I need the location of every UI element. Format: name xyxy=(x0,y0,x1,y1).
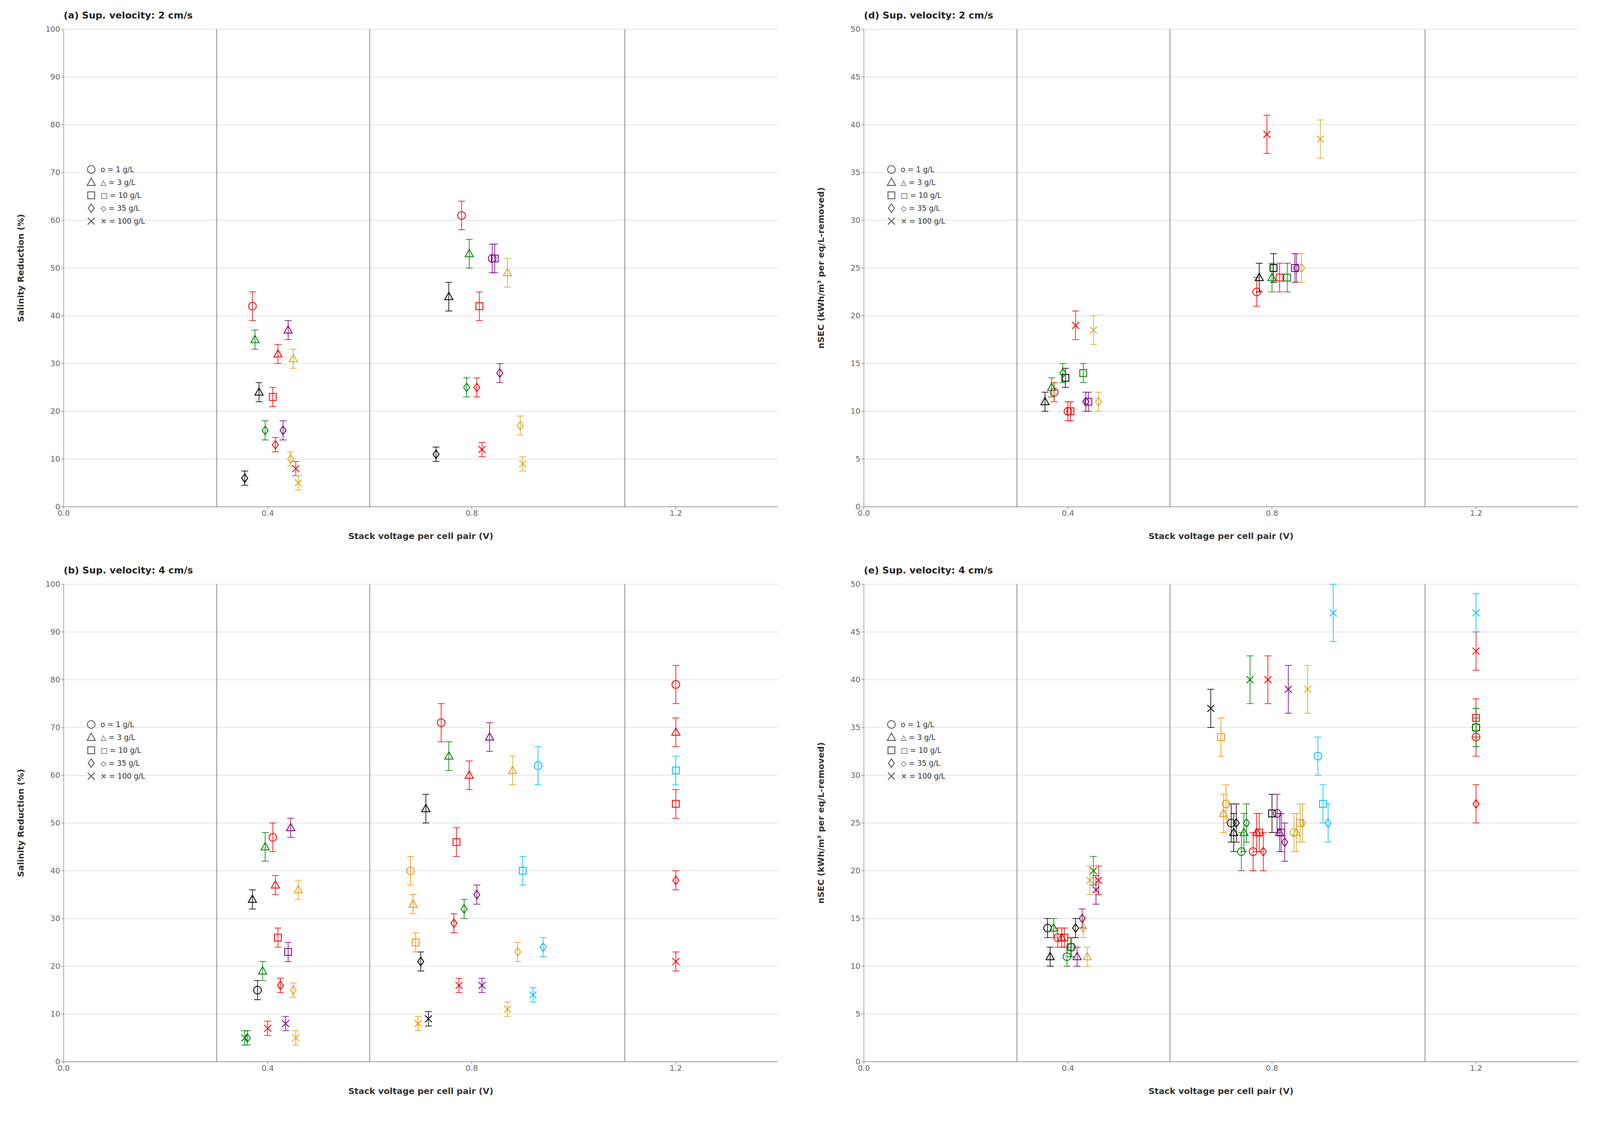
html-text:× = 100 g/L: × = 100 g/L xyxy=(100,771,145,781)
svg-text:0.8: 0.8 xyxy=(1265,508,1279,518)
svg-text:40: 40 xyxy=(50,311,61,321)
svg-text:50: 50 xyxy=(850,24,861,34)
svg-text:0: 0 xyxy=(855,502,861,512)
svg-text:35: 35 xyxy=(850,167,861,177)
html-text:◇ = 35 g/L: ◇ = 35 g/L xyxy=(100,203,140,213)
svg-text:20: 20 xyxy=(50,961,61,971)
svg-text:70: 70 xyxy=(50,722,61,732)
html-text:△ = 3 g/L: △ = 3 g/L xyxy=(100,178,136,187)
svg-text:0.4: 0.4 xyxy=(261,508,275,518)
svg-text:20: 20 xyxy=(850,311,861,321)
svg-text:60: 60 xyxy=(50,215,61,225)
svg-text:90: 90 xyxy=(50,627,61,637)
svg-text:0.0: 0.0 xyxy=(857,508,871,518)
svg-text:60: 60 xyxy=(50,770,61,780)
svg-text:40: 40 xyxy=(50,866,61,876)
html-text:o = 1 g/L: o = 1 g/L xyxy=(100,165,135,174)
svg-text:100: 100 xyxy=(45,24,61,34)
svg-text:10: 10 xyxy=(50,1009,61,1019)
svg-text:1.2: 1.2 xyxy=(1470,1063,1483,1073)
html-text:◇ = 35 g/L: ◇ = 35 g/L xyxy=(100,758,140,768)
html-text:□ = 10 g/L: □ = 10 g/L xyxy=(900,745,942,755)
svg-text:40: 40 xyxy=(850,120,861,130)
html-text:□ = 10 g/L: □ = 10 g/L xyxy=(100,190,142,200)
svg-text:5: 5 xyxy=(855,454,861,464)
html-text:× = 100 g/L: × = 100 g/L xyxy=(100,216,145,226)
svg-text:30: 30 xyxy=(50,913,61,923)
svg-text:45: 45 xyxy=(850,627,861,637)
svg-text:50: 50 xyxy=(50,263,61,273)
html-text:(d) Sup. velocity: 2 cm/s: (d) Sup. velocity: 2 cm/s xyxy=(863,9,994,21)
html-text:× = 100 g/L: × = 100 g/L xyxy=(900,216,946,226)
svg-text:0.4: 0.4 xyxy=(261,1063,275,1073)
html-text:△ = 3 g/L: △ = 3 g/L xyxy=(100,733,136,742)
svg-text:Stack voltage per cell pair (V: Stack voltage per cell pair (V) xyxy=(1148,530,1294,542)
html-text:× = 100 g/L: × = 100 g/L xyxy=(900,771,946,781)
svg-text:Salinity Reduction (%): Salinity Reduction (%) xyxy=(15,768,26,877)
svg-text:0.8: 0.8 xyxy=(1265,1063,1279,1073)
svg-text:0.4: 0.4 xyxy=(1061,1063,1075,1073)
svg-text:35: 35 xyxy=(850,722,861,732)
svg-text:Salinity Reduction (%): Salinity Reduction (%) xyxy=(15,213,26,322)
svg-text:10: 10 xyxy=(850,961,861,971)
html-text:o = 1 g/L: o = 1 g/L xyxy=(100,720,135,729)
html-text:□ = 10 g/L: □ = 10 g/L xyxy=(900,190,942,200)
svg-text:80: 80 xyxy=(50,120,61,130)
html-text:△ = 3 g/L: △ = 3 g/L xyxy=(900,733,936,742)
svg-text:nSEC (kWh/m³ per eq/L-removed): nSEC (kWh/m³ per eq/L-removed) xyxy=(815,187,827,349)
svg-text:30: 30 xyxy=(850,770,861,780)
html-text:△ = 3 g/L: △ = 3 g/L xyxy=(900,178,936,187)
html-text:◇ = 35 g/L: ◇ = 35 g/L xyxy=(900,758,941,768)
svg-text:5: 5 xyxy=(855,1009,861,1019)
svg-text:1.2: 1.2 xyxy=(669,1063,683,1073)
svg-text:50: 50 xyxy=(850,579,861,589)
svg-text:1.2: 1.2 xyxy=(1470,508,1483,518)
svg-text:45: 45 xyxy=(850,72,861,82)
svg-text:0.4: 0.4 xyxy=(1061,508,1075,518)
svg-text:90: 90 xyxy=(50,72,61,82)
svg-text:25: 25 xyxy=(850,818,861,828)
svg-text:10: 10 xyxy=(50,454,61,464)
svg-text:Stack voltage per cell pair (V: Stack voltage per cell pair (V) xyxy=(348,530,494,542)
svg-text:40: 40 xyxy=(850,675,861,685)
svg-text:nSEC (kWh/m³ per eq/L-removed): nSEC (kWh/m³ per eq/L-removed) xyxy=(815,742,827,904)
svg-text:10: 10 xyxy=(850,406,861,416)
svg-text:0.8: 0.8 xyxy=(465,1063,478,1073)
svg-text:Stack voltage per cell pair (V: Stack voltage per cell pair (V) xyxy=(1148,1085,1294,1097)
svg-text:25: 25 xyxy=(850,263,861,273)
svg-text:20: 20 xyxy=(50,406,61,416)
svg-text:80: 80 xyxy=(50,675,61,685)
html-text:□ = 10 g/L: □ = 10 g/L xyxy=(100,745,142,755)
svg-text:1.2: 1.2 xyxy=(669,508,683,518)
html-text:(a) Sup. velocity: 2 cm/s: (a) Sup. velocity: 2 cm/s xyxy=(63,9,193,21)
html-text:(e) Sup. velocity: 4 cm/s: (e) Sup. velocity: 4 cm/s xyxy=(863,564,993,576)
svg-text:0: 0 xyxy=(55,502,61,512)
svg-text:30: 30 xyxy=(850,215,861,225)
svg-text:50: 50 xyxy=(50,818,61,828)
html-text:o = 1 g/L: o = 1 g/L xyxy=(900,720,935,729)
html-text:◇ = 35 g/L: ◇ = 35 g/L xyxy=(900,203,941,213)
svg-text:100: 100 xyxy=(45,579,61,589)
svg-text:15: 15 xyxy=(850,913,861,923)
svg-text:30: 30 xyxy=(50,358,61,368)
svg-text:0: 0 xyxy=(55,1057,61,1067)
svg-text:Stack voltage per cell pair (V: Stack voltage per cell pair (V) xyxy=(348,1085,494,1097)
svg-text:0.0: 0.0 xyxy=(857,1063,871,1073)
html-text:o = 1 g/L: o = 1 g/L xyxy=(900,165,935,174)
html-text:(b) Sup. velocity: 4 cm/s: (b) Sup. velocity: 4 cm/s xyxy=(63,564,194,576)
svg-text:70: 70 xyxy=(50,167,61,177)
svg-text:0.8: 0.8 xyxy=(465,508,478,518)
svg-text:20: 20 xyxy=(850,866,861,876)
svg-text:0.0: 0.0 xyxy=(57,508,70,518)
svg-text:0.0: 0.0 xyxy=(57,1063,70,1073)
svg-text:0: 0 xyxy=(855,1057,861,1067)
svg-text:15: 15 xyxy=(850,358,861,368)
